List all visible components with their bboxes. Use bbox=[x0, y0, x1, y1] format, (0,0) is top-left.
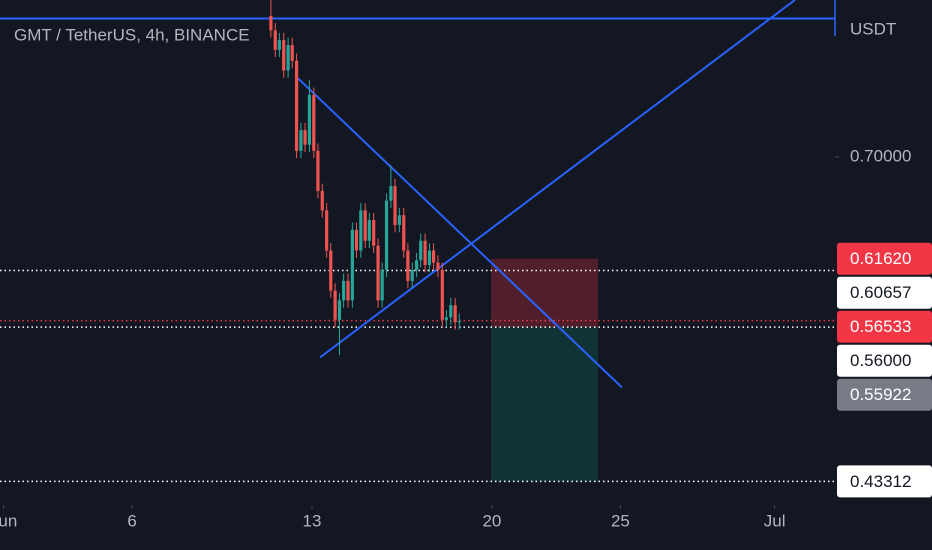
candle-body bbox=[269, 15, 273, 31]
candle-body bbox=[329, 250, 333, 291]
candle-body bbox=[354, 229, 359, 251]
plot-area bbox=[0, 0, 835, 483]
candle-body bbox=[372, 220, 376, 246]
trendline bbox=[319, 0, 796, 359]
trendline bbox=[297, 77, 623, 389]
x-tick-label: Jun bbox=[0, 511, 17, 530]
candle-body bbox=[397, 215, 401, 225]
y-tick-label: 0.70000 bbox=[850, 146, 911, 165]
x-tick-label: 20 bbox=[482, 511, 501, 530]
candle-body bbox=[294, 60, 299, 151]
candle-body bbox=[312, 94, 316, 151]
price-label: 0.43312 bbox=[850, 472, 911, 491]
candle-body bbox=[346, 280, 350, 301]
candle-body bbox=[363, 210, 367, 241]
candle-body bbox=[359, 210, 363, 251]
candle-body bbox=[436, 262, 440, 270]
price-label: 0.55922 bbox=[850, 385, 911, 404]
candle-body bbox=[440, 269, 444, 320]
candle-body bbox=[307, 94, 312, 145]
price-label-box bbox=[837, 310, 932, 343]
axes: 0.70000 Jun 6 13 20 25 Jul 0.61620 0.60657 0.5653… bbox=[0, 0, 932, 530]
candle-body bbox=[350, 229, 354, 301]
x-tick-label: 13 bbox=[303, 511, 322, 530]
y-unit: USDT bbox=[850, 19, 896, 38]
candle-body bbox=[277, 40, 281, 50]
candle-body bbox=[431, 250, 436, 263]
candle-body bbox=[303, 130, 307, 145]
candle-body bbox=[402, 215, 406, 251]
x-tick-label: Jul bbox=[764, 511, 786, 530]
price-label: 0.56533 bbox=[850, 317, 911, 336]
candle-body bbox=[384, 200, 389, 270]
candle-body bbox=[453, 305, 457, 323]
candle-body bbox=[299, 130, 303, 151]
candle-body bbox=[337, 300, 342, 320]
price-label: 0.56000 bbox=[850, 351, 911, 370]
x-tick-label: 6 bbox=[127, 511, 136, 530]
price-label-box bbox=[837, 465, 932, 498]
candle-body bbox=[320, 190, 324, 211]
candle-body bbox=[333, 290, 337, 320]
candle-body bbox=[376, 245, 380, 301]
candle-body bbox=[282, 40, 286, 71]
candle-body bbox=[410, 269, 414, 281]
candle-body bbox=[367, 220, 371, 241]
price-label-box bbox=[837, 242, 932, 275]
candle-body bbox=[316, 150, 320, 191]
candle-body bbox=[423, 240, 427, 266]
candle-body bbox=[457, 321, 461, 323]
candle-body bbox=[406, 250, 410, 281]
chart-title: GMT / TetherUS, 4h, BINANCE bbox=[14, 25, 250, 44]
price-label: 0.61620 bbox=[850, 249, 911, 268]
price-label-box bbox=[837, 378, 932, 411]
candle-body bbox=[427, 250, 432, 266]
candle-body bbox=[415, 260, 419, 270]
stop-zone bbox=[491, 258, 599, 328]
price-label-box bbox=[837, 344, 932, 377]
candle-body bbox=[342, 280, 346, 301]
candle-body bbox=[290, 44, 294, 61]
candle-body bbox=[419, 240, 423, 261]
candle-body bbox=[393, 186, 397, 225]
candle-body bbox=[444, 317, 449, 320]
candle-body bbox=[273, 30, 277, 50]
x-tick-label: 25 bbox=[611, 511, 630, 530]
target-zone bbox=[491, 327, 599, 482]
candle-body bbox=[380, 269, 384, 301]
candle-body bbox=[325, 210, 329, 251]
candle-body bbox=[389, 186, 393, 201]
price-label: 0.60657 bbox=[850, 283, 911, 302]
candle-body bbox=[449, 305, 453, 318]
candle-body bbox=[286, 44, 290, 71]
price-label-box bbox=[837, 276, 932, 309]
